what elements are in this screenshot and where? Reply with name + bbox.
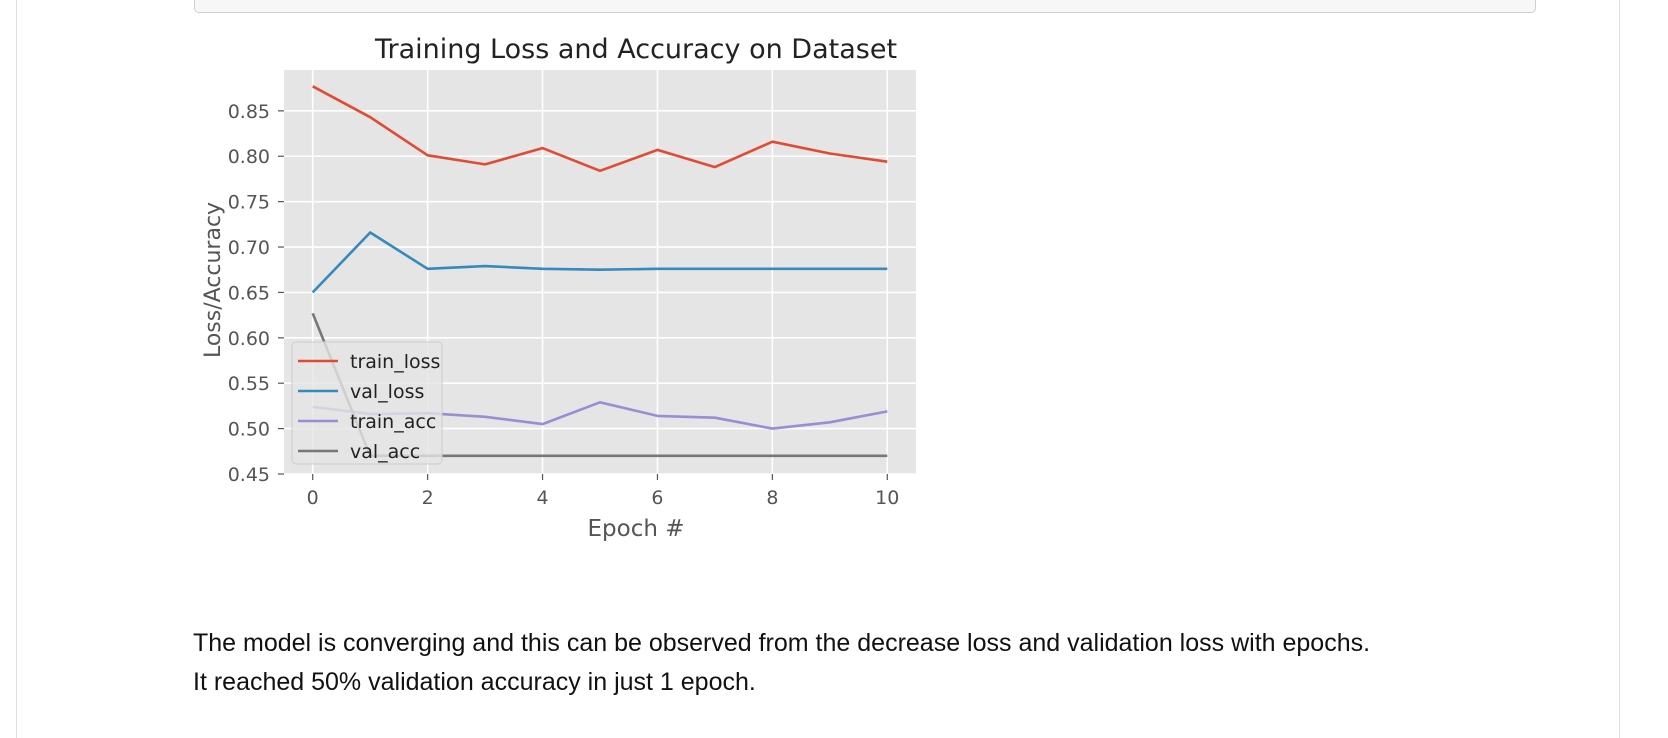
training-chart: Training Loss and Accuracy on Dataset 0.… (201, 34, 916, 542)
y-tick-label: 0.75 (228, 192, 270, 214)
y-tick-label: 0.85 (228, 101, 270, 123)
notebook-cell (16, 0, 1620, 738)
y-tick-label: 0.60 (228, 328, 270, 350)
y-tick-label: 0.45 (228, 464, 270, 486)
legend-box (291, 341, 443, 465)
chart-title: Training Loss and Accuracy on Dataset (374, 34, 897, 65)
y-tick-label: 0.50 (228, 419, 270, 441)
series-line-val-loss (311, 231, 888, 294)
y-tick-label: 0.70 (228, 237, 270, 259)
x-tick-label: 2 (422, 487, 434, 509)
legend-label-train-loss: train_loss (350, 351, 440, 373)
code-input-area[interactable] (194, 0, 1536, 13)
x-tick-label: 6 (651, 487, 663, 509)
y-tick-label: 0.65 (228, 282, 270, 304)
legend-label-val-loss: val_loss (350, 381, 424, 403)
y-tick-label: 0.80 (228, 146, 270, 168)
plot-area (284, 70, 916, 475)
y-axis-label: Loss/Accuracy (201, 202, 226, 358)
caption-line-2: It reached 50% validation accuracy in ju… (193, 668, 756, 696)
series-line-train-loss (312, 85, 888, 173)
caption: The model is converging and this can be … (193, 624, 1593, 702)
x-tick-label: 0 (307, 487, 319, 509)
legend: train_loss val_loss train_acc val_acc (291, 341, 443, 465)
legend-label-train-acc: train_acc (350, 411, 436, 433)
x-tick-label: 4 (536, 487, 548, 509)
x-axis-ticks: 0 2 4 6 8 10 (307, 474, 899, 509)
y-axis-ticks: 0.45 0.50 0.55 0.60 0.65 0.70 0.75 0.80 0.85 (228, 101, 284, 486)
x-axis-label: Epoch # (587, 516, 684, 542)
x-tick-label: 10 (875, 487, 899, 509)
x-tick-label: 8 (766, 487, 778, 509)
caption-line-1: The model is converging and this can be … (193, 629, 1371, 657)
y-tick-label: 0.55 (228, 373, 270, 395)
legend-label-val-acc: val_acc (350, 441, 420, 463)
